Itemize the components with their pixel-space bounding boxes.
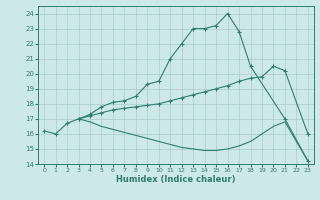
X-axis label: Humidex (Indice chaleur): Humidex (Indice chaleur) bbox=[116, 175, 236, 184]
